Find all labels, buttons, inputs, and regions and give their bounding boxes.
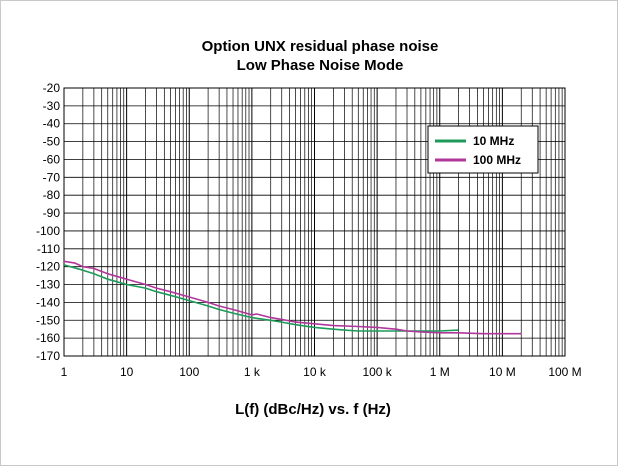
y-tick-label: -90 (43, 206, 61, 220)
y-tick-label: -120 (36, 260, 60, 274)
legend: 10 MHz 100 MHz (427, 125, 539, 174)
y-tick-label: -50 (43, 135, 61, 149)
series-line-1 (63, 264, 459, 332)
legend-label: 100 MHz (473, 153, 521, 167)
y-tick-label: -100 (36, 224, 60, 238)
y-tick-label: -20 (43, 81, 61, 95)
y-tick-label: -60 (43, 152, 61, 166)
legend-label: 10 MHz (473, 134, 514, 148)
y-tick-label: -110 (37, 242, 60, 256)
y-tick-label: -130 (36, 278, 60, 292)
x-tick-label: 100 k (362, 365, 392, 379)
series-lines (63, 260, 522, 335)
chart-subtitle: Low Phase Noise Mode (237, 57, 404, 74)
x-axis-tick-labels: 1 10 100 1 k 10 k 100 k 1 M 10 M 100 M (61, 365, 582, 379)
x-tick-label: 10 M (489, 365, 516, 379)
y-tick-label: -80 (43, 188, 61, 202)
x-tick-label: 100 (179, 365, 199, 379)
y-tick-label: -150 (36, 313, 60, 327)
x-tick-label: 1 (61, 365, 68, 379)
x-tick-label: 10 k (303, 365, 327, 379)
x-tick-label: 10 (120, 365, 134, 379)
plot-border (63, 87, 566, 357)
x-tick-label: 1 k (244, 365, 261, 379)
series-line-2 (63, 260, 522, 335)
x-tick-label: 100 M (548, 365, 581, 379)
y-tick-label: -70 (43, 170, 61, 184)
y-tick-label: -140 (36, 295, 60, 309)
y-tick-label: -40 (43, 117, 61, 131)
x-tick-label: 1 M (430, 365, 450, 379)
x-axis-label: L(f) (dBc/Hz) vs. f (Hz) (235, 401, 391, 418)
y-tick-label: -170 (36, 349, 60, 363)
legend-box (427, 125, 539, 174)
y-tick-label: -160 (36, 331, 60, 345)
y-axis-tick-labels: -20 -30 -40 -50 -60 -70 -80 -90 -100 -110 -120 -130… (36, 81, 60, 363)
y-tick-label: -30 (43, 99, 61, 113)
chart-title: Option UNX residual phase noise (202, 38, 439, 55)
